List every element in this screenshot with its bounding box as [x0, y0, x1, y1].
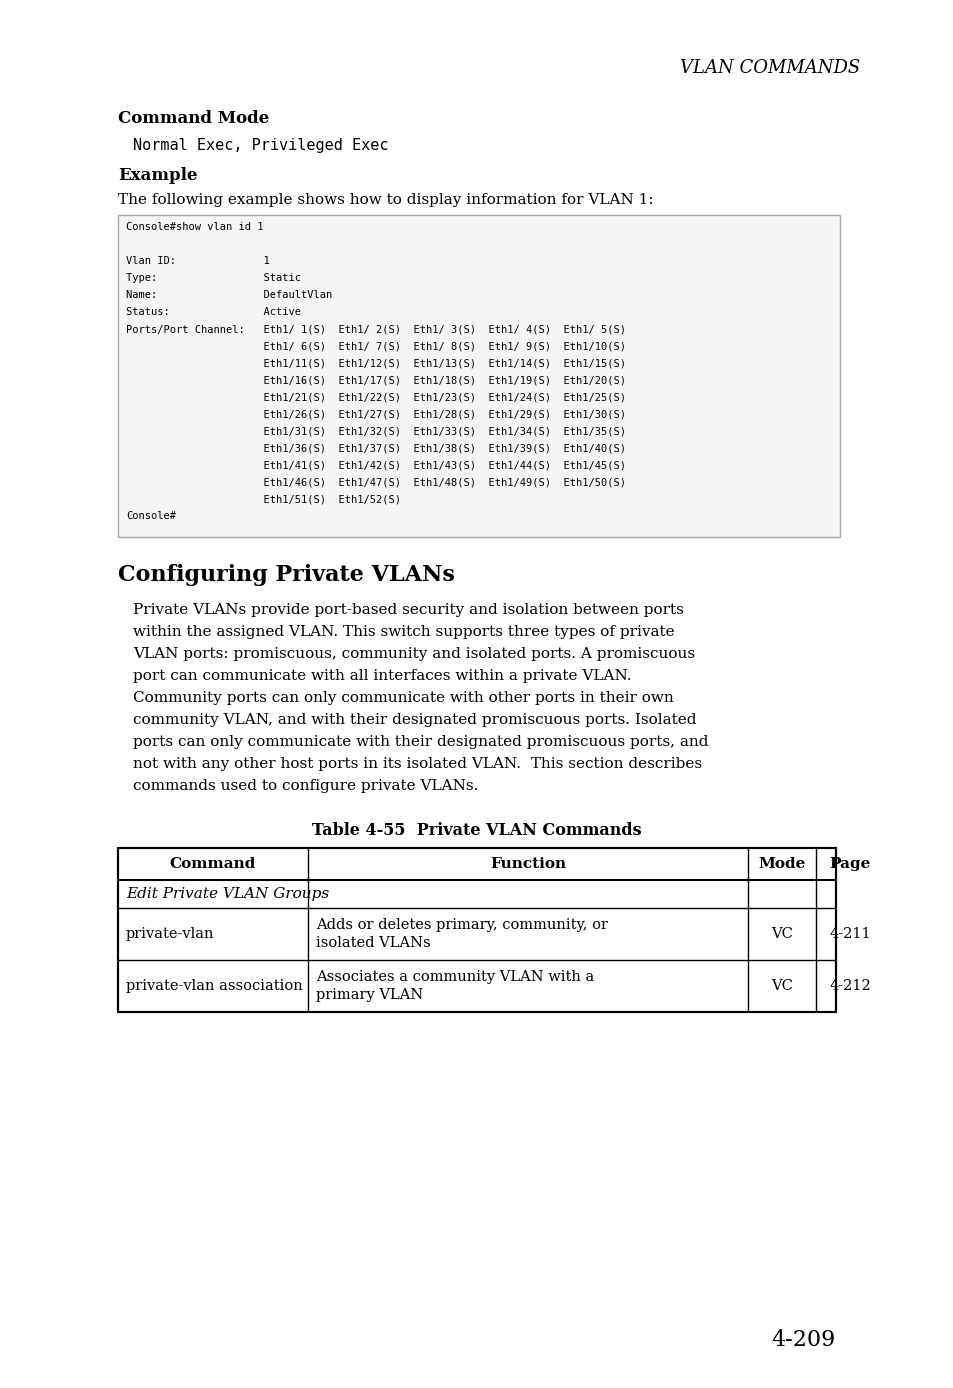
- Text: Type:                 Static: Type: Static: [126, 273, 301, 283]
- Text: Eth1/46(S)  Eth1/47(S)  Eth1/48(S)  Eth1/49(S)  Eth1/50(S): Eth1/46(S) Eth1/47(S) Eth1/48(S) Eth1/49…: [126, 477, 625, 487]
- Text: Eth1/ 6(S)  Eth1/ 7(S)  Eth1/ 8(S)  Eth1/ 9(S)  Eth1/10(S): Eth1/ 6(S) Eth1/ 7(S) Eth1/ 8(S) Eth1/ 9…: [126, 341, 625, 351]
- Text: port can communicate with all interfaces within a private VLAN.: port can communicate with all interfaces…: [132, 669, 631, 683]
- Text: Associates a community VLAN with a: Associates a community VLAN with a: [315, 970, 594, 984]
- Text: Example: Example: [118, 167, 197, 183]
- Text: Page: Page: [828, 856, 870, 872]
- Text: Status:               Active: Status: Active: [126, 307, 301, 316]
- Text: not with any other host ports in its isolated VLAN.  This section describes: not with any other host ports in its iso…: [132, 756, 701, 770]
- Text: Eth1/21(S)  Eth1/22(S)  Eth1/23(S)  Eth1/24(S)  Eth1/25(S): Eth1/21(S) Eth1/22(S) Eth1/23(S) Eth1/24…: [126, 391, 625, 403]
- Text: Normal Exec, Privileged Exec: Normal Exec, Privileged Exec: [132, 137, 388, 153]
- Text: Community ports can only communicate with other ports in their own: Community ports can only communicate wit…: [132, 691, 673, 705]
- Text: primary VLAN: primary VLAN: [315, 988, 423, 1002]
- Text: Table 4-55  Private VLAN Commands: Table 4-55 Private VLAN Commands: [312, 822, 641, 838]
- Text: private-vlan association: private-vlan association: [126, 979, 302, 992]
- Text: Edit Private VLAN Groups: Edit Private VLAN Groups: [126, 887, 329, 901]
- Text: Eth1/51(S)  Eth1/52(S): Eth1/51(S) Eth1/52(S): [126, 494, 400, 504]
- Text: Eth1/41(S)  Eth1/42(S)  Eth1/43(S)  Eth1/44(S)  Eth1/45(S): Eth1/41(S) Eth1/42(S) Eth1/43(S) Eth1/44…: [126, 459, 625, 471]
- Text: 4-212: 4-212: [828, 979, 870, 992]
- Text: Eth1/26(S)  Eth1/27(S)  Eth1/28(S)  Eth1/29(S)  Eth1/30(S): Eth1/26(S) Eth1/27(S) Eth1/28(S) Eth1/29…: [126, 409, 625, 419]
- Text: VLAN C​OMMANDS: VLAN C​OMMANDS: [679, 60, 859, 76]
- Text: Eth1/16(S)  Eth1/17(S)  Eth1/18(S)  Eth1/19(S)  Eth1/20(S): Eth1/16(S) Eth1/17(S) Eth1/18(S) Eth1/19…: [126, 375, 625, 384]
- FancyBboxPatch shape: [118, 215, 840, 537]
- Text: Eth1/36(S)  Eth1/37(S)  Eth1/38(S)  Eth1/39(S)  Eth1/40(S): Eth1/36(S) Eth1/37(S) Eth1/38(S) Eth1/39…: [126, 443, 625, 452]
- Text: Eth1/31(S)  Eth1/32(S)  Eth1/33(S)  Eth1/34(S)  Eth1/35(S): Eth1/31(S) Eth1/32(S) Eth1/33(S) Eth1/34…: [126, 426, 625, 436]
- Text: Command: Command: [170, 856, 256, 872]
- Text: Mode: Mode: [758, 856, 805, 872]
- Text: Function: Function: [490, 856, 565, 872]
- Text: VLAN ports: promiscuous, community and isolated ports. A promiscuous: VLAN ports: promiscuous, community and i…: [132, 647, 695, 661]
- Text: private-vlan: private-vlan: [126, 927, 214, 941]
- Text: Configuring Private VLANs: Configuring Private VLANs: [118, 564, 455, 586]
- Text: Console#: Console#: [126, 511, 175, 520]
- Text: Eth1/11(S)  Eth1/12(S)  Eth1/13(S)  Eth1/14(S)  Eth1/15(S): Eth1/11(S) Eth1/12(S) Eth1/13(S) Eth1/14…: [126, 358, 625, 368]
- Text: 4-211: 4-211: [828, 927, 870, 941]
- Text: VC: VC: [770, 927, 792, 941]
- Text: Command Mode: Command Mode: [118, 110, 269, 126]
- Text: Vlan ID:              1: Vlan ID: 1: [126, 255, 270, 266]
- FancyBboxPatch shape: [118, 848, 835, 1012]
- Text: Adds or deletes primary, community, or: Adds or deletes primary, community, or: [315, 917, 607, 931]
- Text: Ports/Port Channel:   Eth1/ 1(S)  Eth1/ 2(S)  Eth1/ 3(S)  Eth1/ 4(S)  Eth1/ 5(S): Ports/Port Channel: Eth1/ 1(S) Eth1/ 2(S…: [126, 323, 625, 335]
- Text: Private VLANs provide port-based security and isolation between ports: Private VLANs provide port-based securit…: [132, 602, 683, 618]
- Text: commands used to configure private VLANs.: commands used to configure private VLANs…: [132, 779, 477, 793]
- Text: VC: VC: [770, 979, 792, 992]
- Text: within the assigned VLAN. This switch supports three types of private: within the assigned VLAN. This switch su…: [132, 625, 674, 638]
- Text: The following example shows how to display information for VLAN 1:: The following example shows how to displ…: [118, 193, 653, 207]
- Text: Name:                 DefaultVlan: Name: DefaultVlan: [126, 290, 332, 300]
- Text: 4-209: 4-209: [771, 1328, 835, 1351]
- Text: ports can only communicate with their designated promiscuous ports, and: ports can only communicate with their de…: [132, 736, 708, 750]
- Text: Console#show vlan id 1: Console#show vlan id 1: [126, 222, 263, 232]
- Text: community VLAN, and with their designated promiscuous ports. Isolated: community VLAN, and with their designate…: [132, 713, 696, 727]
- Text: isolated VLANs: isolated VLANs: [315, 936, 430, 949]
